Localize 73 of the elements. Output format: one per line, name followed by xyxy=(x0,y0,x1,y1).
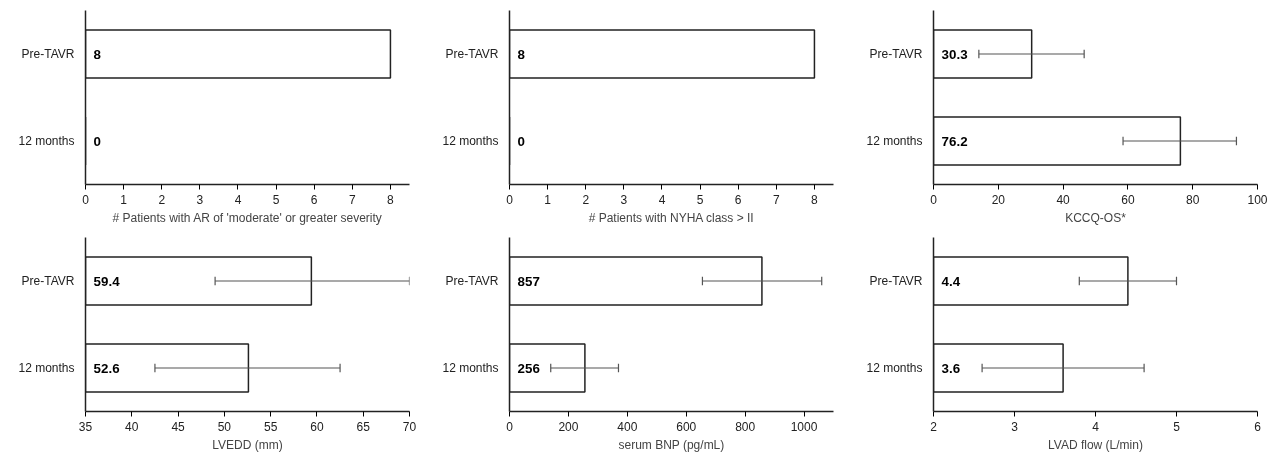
data-label: 3.6 xyxy=(941,360,961,376)
x-axis-title: LVAD flow (L/min) xyxy=(1048,437,1143,452)
x-tick-label: 1 xyxy=(544,192,552,207)
x-tick-label: 5 xyxy=(1173,419,1181,434)
y-tick-label: 12 months xyxy=(866,134,923,148)
data-label: 4.4 xyxy=(941,273,961,289)
data-label: 59.4 xyxy=(93,273,121,289)
y-tick-label: Pre-TAVR xyxy=(445,47,499,61)
x-tick-label: 5 xyxy=(696,192,704,207)
x-tick-label: 1000 xyxy=(790,419,818,434)
x-tick-label: 1 xyxy=(120,192,128,207)
data-label: 52.6 xyxy=(93,360,120,376)
y-tick-label: Pre-TAVR xyxy=(21,274,75,288)
x-axis-title: KCCQ-OS* xyxy=(1065,210,1127,225)
x-tick-label: 0 xyxy=(930,192,938,207)
data-label: 256 xyxy=(517,360,540,376)
x-tick-label: 45 xyxy=(171,419,186,434)
x-tick-label: 3 xyxy=(1011,419,1019,434)
x-tick-label: 100 xyxy=(1247,192,1268,207)
data-label: 8 xyxy=(93,46,102,62)
x-tick-label: 0 xyxy=(506,192,514,207)
x-tick-label: 4 xyxy=(234,192,242,207)
x-tick-label: 5 xyxy=(272,192,280,207)
y-tick-label: 12 months xyxy=(866,361,923,375)
x-tick-label: 200 xyxy=(558,419,579,434)
x-tick-label: 6 xyxy=(310,192,318,207)
data-label: 8 xyxy=(517,46,526,62)
x-tick-label: 7 xyxy=(348,192,356,207)
data-label: 0 xyxy=(517,133,526,149)
x-tick-label: 20 xyxy=(991,192,1006,207)
x-tick-label: 800 xyxy=(735,419,756,434)
data-label: 76.2 xyxy=(941,133,968,149)
x-tick-label: 0 xyxy=(82,192,90,207)
x-tick-label: 6 xyxy=(1254,419,1262,434)
x-tick-label: 3 xyxy=(196,192,204,207)
x-tick-label: 2 xyxy=(582,192,590,207)
x-tick-label: 60 xyxy=(1121,192,1135,207)
data-label: 857 xyxy=(517,273,540,289)
x-tick-label: 60 xyxy=(310,419,324,434)
x-tick-label: 40 xyxy=(125,419,139,434)
x-tick-label: 600 xyxy=(676,419,697,434)
x-tick-label: 6 xyxy=(734,192,742,207)
x-tick-label: 80 xyxy=(1186,192,1200,207)
x-tick-label: 50 xyxy=(217,419,232,434)
x-tick-label: 40 xyxy=(1056,192,1071,207)
x-tick-label: 7 xyxy=(772,192,780,207)
y-tick-label: 12 months xyxy=(442,134,499,148)
x-tick-label: 55 xyxy=(263,419,278,434)
y-tick-label: Pre-TAVR xyxy=(869,47,923,61)
x-axis-title: serum BNP (pg/mL) xyxy=(618,437,725,452)
x-tick-label: 2 xyxy=(930,419,938,434)
y-tick-label: 12 months xyxy=(442,361,499,375)
x-axis-title: # Patients with AR of 'moderate' or greater severity xyxy=(112,210,382,225)
x-tick-label: 35 xyxy=(78,419,93,434)
data-label: 0 xyxy=(93,133,102,149)
y-tick-label: Pre-TAVR xyxy=(21,47,75,61)
x-tick-label: 4 xyxy=(658,192,666,207)
data-label: 30.3 xyxy=(941,46,968,62)
y-tick-label: Pre-TAVR xyxy=(445,274,499,288)
x-tick-label: 0 xyxy=(506,419,514,434)
y-tick-label: 12 months xyxy=(18,134,75,148)
x-tick-label: 3 xyxy=(620,192,628,207)
x-tick-label: 400 xyxy=(617,419,638,434)
x-axis-title: LVEDD (mm) xyxy=(212,437,283,452)
x-tick-label: 8 xyxy=(387,192,395,207)
y-tick-label: Pre-TAVR xyxy=(869,274,923,288)
x-tick-label: 4 xyxy=(1092,419,1100,434)
x-tick-label: 2 xyxy=(158,192,166,207)
x-tick-label: 65 xyxy=(356,419,371,434)
x-axis-title: # Patients with NYHA class > II xyxy=(588,210,754,225)
y-tick-label: 12 months xyxy=(18,361,75,375)
x-tick-label: 8 xyxy=(811,192,819,207)
x-tick-label: 70 xyxy=(402,419,417,434)
